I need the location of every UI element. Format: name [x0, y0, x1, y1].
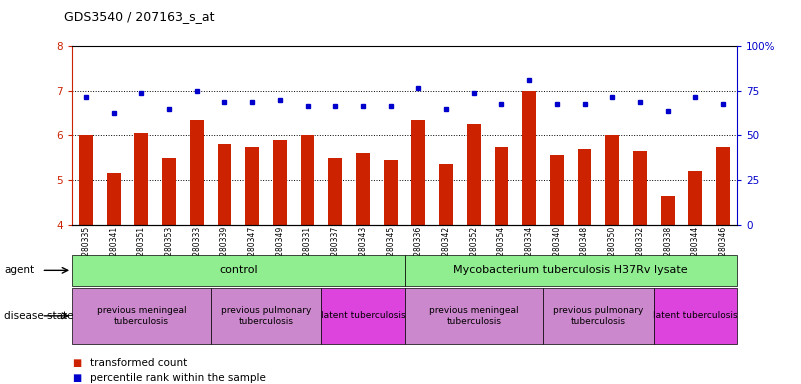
Bar — [412, 120, 425, 225]
Text: GDS3540 / 207163_s_at: GDS3540 / 207163_s_at — [64, 10, 215, 23]
Text: control: control — [219, 265, 258, 275]
Bar — [522, 91, 536, 225]
Bar — [467, 124, 481, 225]
Bar — [245, 147, 259, 225]
Bar — [162, 158, 176, 225]
Bar — [384, 160, 397, 225]
Bar — [578, 149, 591, 225]
Text: previous pulmonary
tuberculosis: previous pulmonary tuberculosis — [221, 306, 311, 326]
Text: percentile rank within the sample: percentile rank within the sample — [90, 373, 266, 383]
Bar — [79, 136, 93, 225]
Bar — [439, 164, 453, 225]
Bar — [328, 158, 342, 225]
Text: previous meningeal
tuberculosis: previous meningeal tuberculosis — [97, 306, 186, 326]
Text: agent: agent — [4, 265, 34, 275]
Text: ■: ■ — [72, 358, 82, 368]
Text: Mycobacterium tuberculosis H37Rv lysate: Mycobacterium tuberculosis H37Rv lysate — [453, 265, 688, 275]
Bar — [107, 173, 121, 225]
Text: latent tuberculosis: latent tuberculosis — [653, 311, 738, 320]
Bar — [218, 144, 231, 225]
Bar — [661, 195, 674, 225]
Bar — [494, 147, 509, 225]
Bar — [716, 147, 730, 225]
Text: previous meningeal
tuberculosis: previous meningeal tuberculosis — [429, 306, 518, 326]
Bar — [550, 156, 564, 225]
Bar — [300, 136, 315, 225]
Text: latent tuberculosis: latent tuberculosis — [320, 311, 405, 320]
Bar — [190, 120, 203, 225]
Text: ■: ■ — [72, 373, 82, 383]
Bar — [356, 153, 370, 225]
Bar — [688, 171, 702, 225]
Bar — [606, 136, 619, 225]
Bar — [273, 140, 287, 225]
Text: previous pulmonary
tuberculosis: previous pulmonary tuberculosis — [553, 306, 643, 326]
Text: transformed count: transformed count — [90, 358, 187, 368]
Text: disease state: disease state — [4, 311, 74, 321]
Bar — [135, 133, 148, 225]
Bar — [633, 151, 647, 225]
